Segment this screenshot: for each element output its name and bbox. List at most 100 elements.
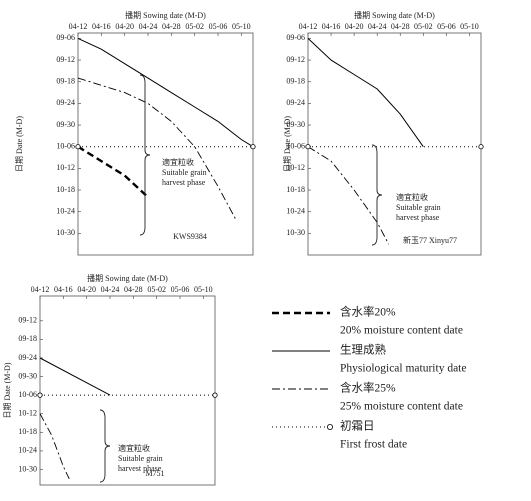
plot-frame	[307, 32, 482, 256]
y-tick-label: 10-18	[56, 185, 75, 194]
plot-frame	[39, 295, 216, 486]
series-line	[77, 145, 149, 199]
y-tick-label: 09-18	[286, 77, 305, 86]
x-tick-label: 04-20	[77, 285, 96, 294]
y-tick-label: 09-30	[18, 371, 37, 380]
x-axis-title: 播期 Sowing date (M-D)	[125, 10, 206, 20]
x-tick-label: 04-12	[299, 22, 318, 31]
variety-label: M751	[145, 469, 164, 478]
y-axis-title: 日期 Date (M-D)	[283, 116, 292, 172]
brace	[371, 144, 383, 246]
y-tick-label: 09-24	[56, 98, 75, 107]
x-tick-label: 04-16	[92, 22, 111, 31]
series-line	[307, 146, 390, 245]
y-tick-label: 10-24	[56, 207, 75, 216]
x-tick-label: 04-16	[54, 285, 73, 294]
y-tick-label: 09-24	[18, 353, 37, 362]
frost-marker	[305, 144, 311, 150]
y-tick-label: 09-06	[286, 33, 305, 42]
x-tick-label: 04-20	[115, 22, 134, 31]
y-tick-label: 09-12	[18, 316, 37, 325]
y-axis-title: 日期 Date (M-D)	[15, 116, 24, 172]
legend-label-cn: 生理成熟	[340, 343, 386, 357]
y-tick-label: 10-12	[56, 163, 75, 172]
y-tick-label: 10-12	[286, 163, 305, 172]
frost-marker	[212, 392, 218, 398]
x-tick-label: 05-10	[232, 22, 251, 31]
annotation: Suitable grain	[118, 454, 163, 463]
y-tick-label: 10-18	[18, 427, 37, 436]
annotation: harvest phase	[162, 178, 206, 187]
variety-label: 新玉77 Xinyu77	[403, 235, 457, 245]
y-axis-title: 日期 Date (M-D)	[3, 362, 12, 418]
x-tick-label: 05-10	[460, 22, 479, 31]
y-tick-label: 10-06	[18, 390, 37, 399]
x-tick-label: 04-20	[345, 22, 364, 31]
legend-label-cn: 含水率20%	[340, 305, 396, 319]
frost-marker	[37, 392, 43, 398]
x-tick-label: 04-24	[101, 285, 120, 294]
variety-label: KWS9384	[173, 232, 207, 241]
x-tick-label: 04-28	[162, 22, 181, 31]
x-axis-title: 播期 Sowing date (M-D)	[87, 273, 168, 283]
x-tick-label: 04-28	[391, 22, 410, 31]
annotation: 適宜粒收	[118, 443, 150, 453]
legend-label-en: 20% moisture content date	[340, 325, 463, 337]
y-tick-label: 10-30	[18, 464, 37, 473]
y-tick-label: 10-24	[18, 446, 37, 455]
y-tick-label: 10-06	[286, 142, 305, 151]
y-tick-label: 09-18	[18, 334, 37, 343]
brace	[139, 74, 151, 236]
frost-marker	[75, 144, 81, 150]
x-tick-label: 05-02	[185, 22, 204, 31]
y-tick-label: 09-12	[56, 55, 75, 64]
legend-label-en: First frost date	[340, 439, 407, 451]
y-tick-label: 10-06	[56, 142, 75, 151]
frost-marker	[250, 144, 256, 150]
annotation: 適宜粒收	[162, 157, 194, 167]
legend-label-cn: 含水率25%	[340, 381, 396, 395]
x-tick-label: 05-02	[414, 22, 433, 31]
y-tick-label: 09-12	[286, 55, 305, 64]
series-line	[77, 77, 236, 220]
y-tick-label: 10-24	[286, 207, 305, 216]
x-tick-label: 04-12	[69, 22, 88, 31]
x-tick-label: 04-28	[124, 285, 143, 294]
y-tick-label: 10-30	[56, 228, 75, 237]
x-axis-title: 播期 Sowing date (M-D)	[354, 10, 435, 20]
x-tick-label: 05-06	[171, 285, 190, 294]
x-tick-label: 05-06	[437, 22, 456, 31]
y-tick-label: 09-06	[56, 33, 75, 42]
annotation: harvest phase	[396, 213, 440, 222]
x-tick-label: 05-02	[147, 285, 166, 294]
y-tick-label: 10-30	[286, 228, 305, 237]
y-tick-label: 09-18	[56, 77, 75, 86]
series-line	[77, 37, 254, 148]
annotation: 適宜粒收	[396, 192, 428, 202]
series-line	[39, 413, 70, 479]
x-tick-label: 05-10	[194, 285, 213, 294]
x-tick-label: 04-12	[31, 285, 50, 294]
y-tick-label: 09-30	[56, 120, 75, 129]
plot-frame	[77, 32, 254, 256]
legend-label-cn: 初霜日	[340, 419, 375, 433]
y-tick-label: 10-12	[18, 409, 37, 418]
x-tick-label: 05-06	[209, 22, 228, 31]
legend-marker	[326, 423, 333, 430]
brace	[99, 409, 111, 483]
x-tick-label: 04-24	[368, 22, 387, 31]
y-tick-label: 09-24	[286, 98, 305, 107]
series-line	[39, 357, 111, 396]
x-tick-label: 04-16	[322, 22, 341, 31]
y-tick-label: 09-30	[286, 120, 305, 129]
legend-label-en: Physiological maturity date	[340, 363, 466, 375]
annotation: harvest phase	[118, 464, 162, 473]
annotation: Suitable grain	[162, 168, 207, 177]
series-line	[307, 38, 424, 147]
y-tick-label: 10-18	[286, 185, 305, 194]
frost-marker	[478, 144, 484, 150]
x-tick-label: 04-24	[139, 22, 158, 31]
annotation: Suitable grain	[396, 203, 441, 212]
legend-label-en: 25% moisture content date	[340, 401, 463, 413]
